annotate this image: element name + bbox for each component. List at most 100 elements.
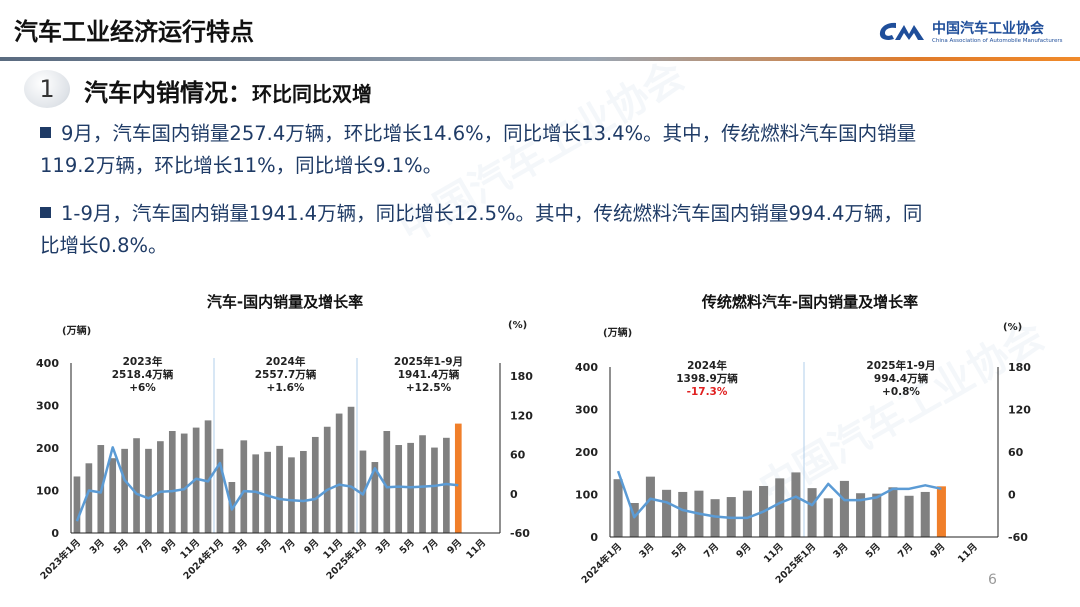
header-divider bbox=[0, 57, 1080, 61]
bar bbox=[920, 491, 930, 537]
page-number: 6 bbox=[988, 572, 997, 588]
x-tick-label: 7月 bbox=[421, 537, 440, 556]
y2-axis-unit: (%) bbox=[1003, 322, 1023, 333]
logo-subtext: China Association of Automobile Manufact… bbox=[932, 38, 1063, 44]
annotation-growth: +12.5% bbox=[406, 382, 452, 394]
bullet-item: 1-9月，汽车国内销量1941.4万辆，同比增长12.5%。其中，传统燃料汽车国… bbox=[40, 198, 1050, 262]
y-tick-label: 100 bbox=[575, 489, 598, 502]
bar bbox=[180, 433, 188, 533]
bar bbox=[613, 479, 623, 537]
x-tick-label: 5月 bbox=[398, 537, 417, 556]
chart-title: 传统燃料汽车-国内销量及增长率 bbox=[701, 293, 919, 311]
bullet-item: 9月，汽车国内销量257.4万辆，环比增长14.6%，同比增长13.4%。其中，… bbox=[40, 118, 1050, 182]
x-tick-label: 3月 bbox=[831, 541, 850, 560]
x-tick-label: 2023年1月 bbox=[38, 537, 83, 582]
annotation-year: 2023年 bbox=[123, 355, 163, 368]
y2-tick-label: 0 bbox=[510, 488, 518, 501]
bar bbox=[431, 447, 438, 533]
y2-tick-label: 120 bbox=[1008, 404, 1031, 417]
section-number-badge: 1 bbox=[24, 70, 70, 108]
y2-tick-label: 120 bbox=[510, 409, 533, 422]
section-title-main: 汽车内销情况： bbox=[84, 79, 252, 107]
annotation-growth: -17.3% bbox=[687, 386, 728, 398]
bar bbox=[645, 476, 655, 537]
y-tick-label: 0 bbox=[51, 527, 59, 540]
bar bbox=[383, 431, 391, 533]
bar bbox=[311, 436, 319, 533]
bar bbox=[157, 441, 164, 533]
bar bbox=[85, 463, 93, 533]
y-tick-label: 200 bbox=[575, 446, 598, 459]
bar bbox=[710, 499, 720, 537]
logo-text: 中国汽车工业协会 bbox=[932, 21, 1044, 37]
annotation-year: 2024年 bbox=[266, 355, 306, 368]
bar bbox=[904, 495, 914, 537]
logo: 中国汽车工业协会 China Association of Automobile… bbox=[878, 18, 1062, 44]
bar bbox=[73, 476, 81, 533]
bullet-text: 119.2万辆，环比增长11%，同比增长9.1%。 bbox=[40, 154, 443, 177]
x-tick-label: 9月 bbox=[302, 537, 321, 556]
x-tick-label: 11月 bbox=[464, 537, 488, 561]
annotation-year: 2024年 bbox=[687, 359, 727, 372]
x-tick-label: 2024年1月 bbox=[579, 541, 624, 586]
bar bbox=[276, 445, 283, 533]
section-subtitle: 环比同比双增 bbox=[252, 82, 372, 106]
annotation-total: 2557.7万辆 bbox=[255, 368, 317, 381]
bullet-square-icon bbox=[40, 207, 51, 218]
y2-axis-unit: (%) bbox=[508, 320, 528, 331]
bar bbox=[288, 457, 295, 533]
bar bbox=[775, 478, 785, 537]
bar bbox=[454, 423, 462, 533]
annotation-growth: +1.6% bbox=[267, 382, 305, 394]
y2-tick-label: 0 bbox=[1008, 489, 1016, 502]
x-tick-label: 5月 bbox=[255, 537, 274, 556]
annotation-growth: +6% bbox=[129, 382, 156, 394]
y-tick-label: 100 bbox=[36, 485, 59, 498]
y2-tick-label: 60 bbox=[510, 449, 526, 462]
bar bbox=[662, 489, 672, 537]
bar bbox=[323, 426, 331, 533]
y-axis-unit: (万辆) bbox=[603, 328, 633, 339]
bar bbox=[145, 448, 152, 533]
annotation-total: 1398.9万辆 bbox=[676, 372, 738, 385]
x-tick-label: 7月 bbox=[896, 541, 915, 560]
chart-title: 汽车-国内销量及增长率 bbox=[206, 293, 364, 311]
bar bbox=[395, 445, 403, 533]
annotation-year: 2025年1-9月 bbox=[866, 359, 935, 372]
bar bbox=[133, 438, 140, 533]
annotation-total: 2518.4万辆 bbox=[112, 368, 174, 381]
bar bbox=[347, 406, 355, 533]
cm-logo-icon bbox=[879, 22, 924, 40]
x-tick-label: 9月 bbox=[928, 541, 947, 560]
bullet-text: 1-9月，汽车国内销量1941.4万辆，同比增长12.5%。其中，传统燃料汽车国… bbox=[61, 202, 923, 225]
y-tick-label: 0 bbox=[590, 531, 598, 544]
bar bbox=[109, 458, 117, 533]
y-tick-label: 200 bbox=[36, 442, 59, 455]
bar bbox=[240, 440, 248, 533]
bar bbox=[888, 487, 898, 537]
bullet-text: 9月，汽车国内销量257.4万辆，环比增长14.6%，同比增长13.4%。其中，… bbox=[61, 122, 917, 145]
x-tick-label: 3月 bbox=[637, 541, 656, 560]
bar bbox=[264, 451, 271, 533]
bar bbox=[678, 491, 688, 537]
bar bbox=[419, 435, 426, 533]
bar bbox=[856, 493, 866, 537]
bar bbox=[872, 493, 882, 537]
annotation-growth: +0.8% bbox=[882, 386, 920, 398]
bar bbox=[807, 488, 817, 537]
y-tick-label: 400 bbox=[36, 357, 59, 370]
y2-tick-label: -60 bbox=[1008, 531, 1028, 544]
x-tick-label: 7月 bbox=[278, 537, 297, 556]
bar bbox=[168, 431, 176, 533]
x-tick-label: 5月 bbox=[670, 541, 689, 560]
bar bbox=[371, 462, 379, 533]
bar bbox=[791, 472, 801, 537]
x-tick-label: 5月 bbox=[864, 541, 883, 560]
bar bbox=[629, 503, 639, 537]
y-tick-label: 400 bbox=[575, 361, 598, 374]
x-tick-label: 9月 bbox=[734, 541, 753, 560]
bullet-text: 比增长0.8%。 bbox=[40, 234, 168, 257]
x-tick-label: 3月 bbox=[88, 537, 107, 556]
bar bbox=[936, 486, 946, 537]
